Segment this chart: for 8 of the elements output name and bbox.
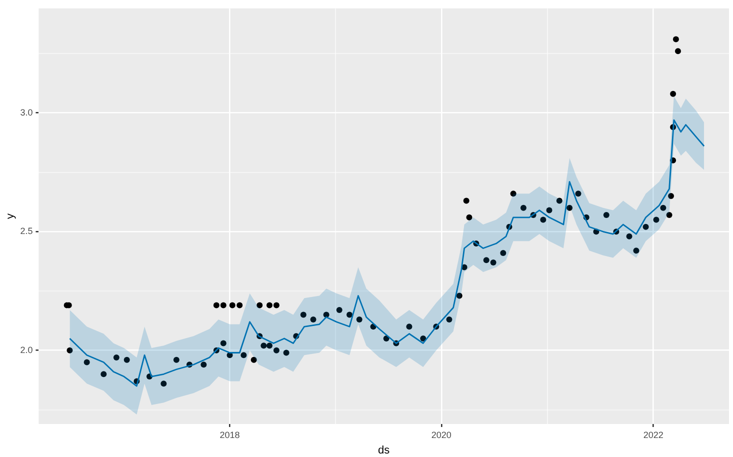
x-axis-title: ds [378,444,390,456]
y-axis-title: y [4,212,17,219]
x-tick-label: 2020 [431,430,452,440]
x-tick-label: 2022 [643,430,664,440]
y-tick-label: 2.5 [20,226,33,236]
y-tick-label: 2.0 [20,344,33,355]
y-tick-label: 3.0 [20,107,33,118]
x-tick-label: 2018 [220,430,240,440]
